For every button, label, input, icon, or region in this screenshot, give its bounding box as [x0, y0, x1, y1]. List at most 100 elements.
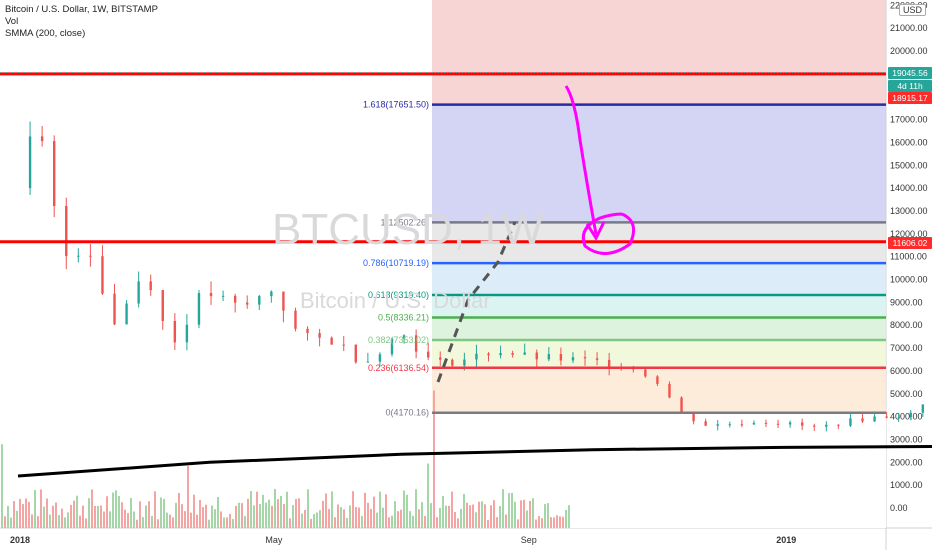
volume-bar: [139, 501, 141, 528]
volume-bar: [472, 504, 474, 528]
fib-zone-0.618: [432, 263, 886, 296]
volume-bar: [337, 504, 339, 528]
y-tick-label: 17000.00: [890, 115, 928, 125]
volume-bar: [115, 490, 117, 528]
lower-level-tag: 11606.02: [888, 237, 932, 249]
volume-bar: [430, 503, 432, 528]
volume-bar: [142, 517, 144, 528]
vol-indicator-label[interactable]: Vol: [5, 16, 19, 27]
y-tick-label: 9000.00: [890, 297, 923, 307]
volume-bar: [73, 500, 75, 528]
volume-bar: [424, 516, 426, 528]
volume-bar: [343, 509, 345, 528]
volume-bar: [361, 515, 363, 528]
volume-bar: [151, 515, 153, 528]
volume-bar: [124, 509, 126, 528]
volume-bar: [559, 516, 561, 528]
volume-bar: [157, 519, 159, 528]
candle-body: [861, 418, 864, 422]
candle-body: [40, 136, 44, 142]
candle-body: [752, 422, 756, 425]
volume-bar: [448, 505, 450, 528]
volume-bar: [10, 517, 12, 528]
volume-bar: [229, 514, 231, 528]
volume-bar: [241, 503, 243, 528]
y-tick-label: 1000.00: [890, 480, 923, 490]
candle-body: [487, 353, 490, 356]
volume-bar: [208, 519, 210, 528]
volume-bar: [88, 498, 90, 528]
volume-bar: [481, 501, 483, 528]
volume-bar: [94, 505, 96, 528]
candle-body: [402, 335, 406, 339]
volume-bar: [232, 519, 234, 528]
volume-bar: [526, 510, 528, 528]
volume-bar: [133, 511, 135, 528]
volume-bar: [484, 504, 486, 528]
y-tick-label: 0.00: [890, 503, 908, 513]
volume-bar: [160, 497, 162, 528]
volume-bar: [262, 494, 264, 528]
fib-level-label: 0.618(9319.40): [368, 290, 429, 300]
volume-bar: [328, 508, 330, 528]
y-tick-label: 7000.00: [890, 343, 923, 353]
volume-bar: [220, 511, 222, 528]
volume-bar: [442, 495, 444, 528]
volume-bar: [148, 501, 150, 528]
candle-body: [294, 310, 297, 329]
volume-bar: [301, 513, 303, 528]
annotation-ellipse[interactable]: [581, 212, 636, 255]
smma-indicator-label[interactable]: SMMA (200, close): [5, 28, 86, 39]
candle-body: [571, 357, 575, 361]
volume-bar: [544, 504, 546, 528]
volume-bar: [37, 516, 39, 528]
volume-bar: [187, 465, 189, 528]
volume-bar: [403, 490, 405, 528]
currency-button[interactable]: USD: [898, 4, 926, 16]
volume-bar: [517, 519, 519, 528]
volume-bar: [169, 514, 171, 528]
candle-body: [270, 291, 273, 297]
candle-body: [644, 369, 647, 377]
candle-body: [656, 376, 659, 384]
fib-level-label: 1(12502.26): [380, 217, 429, 227]
candle-body: [463, 359, 466, 366]
candle-body: [885, 416, 888, 418]
y-tick-label: 5000.00: [890, 389, 923, 399]
volume-bar: [76, 495, 78, 528]
volume-bar: [331, 491, 333, 528]
volume-bar: [406, 494, 408, 528]
candle-body: [113, 293, 116, 325]
candle-body: [909, 412, 912, 418]
volume-bar: [469, 505, 471, 528]
volume-bar: [31, 514, 33, 528]
candle-body: [728, 424, 731, 426]
annotation-arrow-shaft[interactable]: [564, 85, 598, 235]
volume-bar: [376, 512, 378, 528]
candle-body: [439, 357, 442, 360]
volume-bar: [85, 518, 87, 528]
volume-bar: [55, 502, 57, 528]
candle-body: [451, 359, 454, 366]
y-tick-label: 12000.00: [890, 229, 928, 239]
volume-bar: [211, 505, 213, 528]
volume-bar: [28, 502, 30, 528]
volume-bar: [118, 496, 120, 528]
volume-bar: [436, 517, 438, 528]
volume-bar: [238, 502, 240, 528]
candle-body: [282, 291, 285, 311]
volume-bar: [22, 504, 24, 528]
y-tick-label: 2000.00: [890, 457, 923, 467]
volume-bar: [529, 500, 531, 528]
y-tick-label: 21000.00: [890, 23, 928, 33]
candle-body: [378, 354, 382, 362]
smma-200-line: [17, 445, 932, 478]
y-tick-label: 16000.00: [890, 137, 928, 147]
volume-bar: [415, 489, 417, 528]
volume-bar: [259, 504, 261, 528]
volume-bar: [421, 502, 423, 528]
volume-bar: [553, 517, 555, 528]
volume-bar: [496, 517, 498, 528]
volume-bar: [184, 511, 186, 528]
